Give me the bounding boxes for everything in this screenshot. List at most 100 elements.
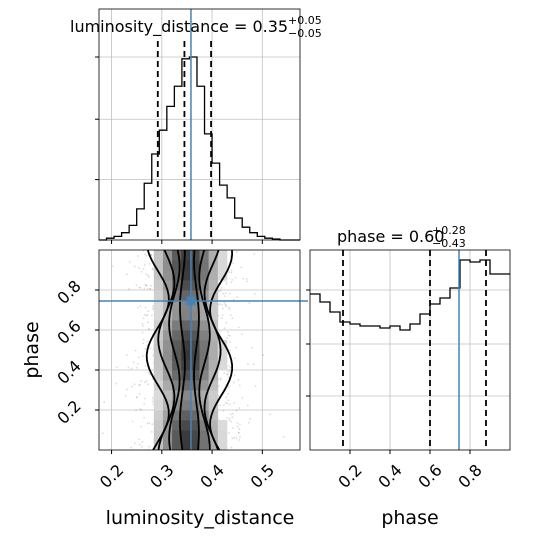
sample-point	[149, 287, 151, 290]
density-cell	[162, 320, 173, 331]
sample-point	[236, 425, 239, 428]
panel-background	[99, 9, 300, 240]
density-cell	[162, 440, 173, 450]
density-2d-panel: 0.2 0.3 0.4 0.5 0.2 0.4 0.6 0.8	[53, 249, 301, 492]
sample-point	[149, 284, 152, 287]
sample-point	[134, 349, 137, 352]
sample-point	[220, 286, 223, 289]
density-cell	[162, 330, 173, 341]
sample-point	[151, 305, 154, 308]
density-cell	[162, 280, 173, 291]
sample-point	[226, 373, 228, 376]
sample-point	[145, 273, 148, 276]
sample-point	[223, 295, 226, 297]
sample-point	[220, 317, 223, 320]
density-cell	[172, 350, 182, 361]
density-cell	[208, 430, 219, 441]
sample-point	[262, 354, 265, 357]
density-cell	[172, 340, 182, 351]
density-cell	[208, 250, 219, 261]
density-cell	[199, 330, 210, 341]
density-cell	[153, 250, 164, 261]
density-cell	[153, 270, 164, 281]
sample-point	[224, 292, 227, 295]
density-cell	[208, 370, 219, 381]
sample-point	[230, 271, 233, 274]
sample-point	[252, 363, 255, 366]
sample-point	[231, 317, 234, 320]
sample-point	[147, 321, 149, 324]
y-axis-label-phase: phase	[21, 321, 43, 378]
sample-point	[227, 334, 230, 337]
contour-line	[209, 250, 234, 450]
sample-point	[144, 253, 146, 256]
sample-point	[152, 308, 154, 311]
density-cell	[181, 350, 191, 361]
x-tick-label-phase: 0.8	[454, 460, 485, 491]
sample-point	[228, 417, 231, 420]
density-cell	[181, 430, 191, 441]
sample-point	[253, 293, 256, 295]
sample-point	[223, 372, 226, 375]
sample-point	[148, 373, 151, 376]
truth-marker	[186, 296, 196, 306]
sample-point	[218, 303, 221, 305]
density-cell	[190, 440, 200, 450]
density-cell	[199, 430, 210, 441]
density-cell	[153, 260, 164, 271]
sample-point	[151, 423, 154, 426]
sample-point	[230, 413, 232, 416]
sample-point	[148, 275, 150, 278]
sample-point	[146, 340, 149, 343]
panel-frame	[98, 249, 301, 451]
sample-point	[144, 347, 147, 350]
sample-point	[141, 440, 144, 443]
sample-point	[232, 412, 234, 415]
sample-point	[138, 384, 141, 387]
density-cell	[181, 370, 191, 381]
hist-phase-panel: 0.2 0.4 0.6 0.8 phase = 0.60 +0.28 −0.43	[306, 224, 511, 492]
sample-point	[249, 418, 252, 420]
sample-point	[222, 307, 224, 310]
y-tick-label-phase: 0.2	[53, 396, 84, 427]
density-cell	[190, 340, 200, 351]
density-cell	[199, 370, 210, 381]
sample-point	[138, 392, 141, 395]
sample-point	[238, 428, 241, 430]
y-tick-label-phase: 0.4	[53, 356, 84, 387]
sample-point	[221, 314, 224, 317]
density-cell	[208, 310, 219, 321]
sample-point	[128, 288, 130, 290]
sample-point	[135, 366, 138, 369]
sample-point	[141, 331, 144, 334]
sample-point	[227, 331, 230, 334]
sample-point	[237, 431, 240, 434]
sample-point	[143, 416, 145, 419]
density-cell	[199, 250, 210, 261]
sample-point	[131, 385, 133, 388]
density-cell	[190, 310, 200, 321]
sample-point	[235, 409, 238, 412]
density-cell	[199, 320, 210, 331]
sample-point	[133, 383, 136, 386]
density-cell	[181, 410, 191, 421]
density-cell	[208, 300, 219, 311]
sample-point	[242, 277, 245, 280]
sample-point	[133, 442, 136, 445]
sample-point	[147, 310, 150, 312]
sample-point	[238, 384, 241, 387]
sample-point	[148, 327, 150, 330]
sample-point	[148, 422, 151, 425]
density-cell	[190, 430, 200, 441]
density-cell	[153, 310, 164, 321]
sample-point	[139, 286, 142, 289]
sample-point	[251, 346, 253, 349]
sample-point	[149, 287, 152, 290]
sample-point	[230, 446, 233, 449]
density-cell	[172, 440, 182, 450]
density-cell	[153, 360, 164, 371]
density-cell	[162, 360, 173, 371]
x-axis-label-luminosity-distance: luminosity_distance	[106, 507, 295, 529]
sample-point	[137, 255, 139, 257]
density-cell	[172, 380, 182, 391]
